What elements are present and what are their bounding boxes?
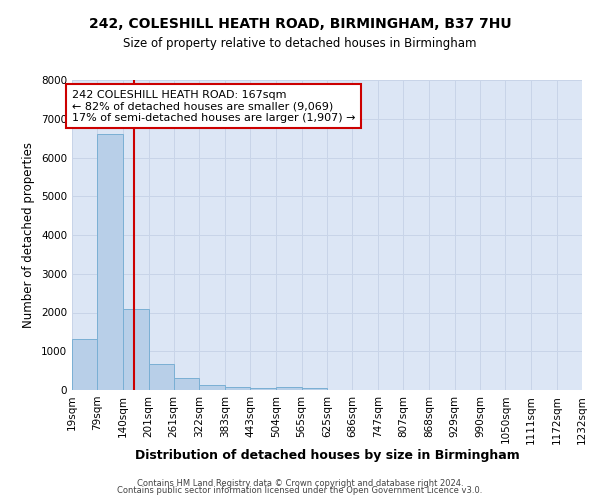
Bar	[149, 364, 174, 390]
Bar	[123, 310, 149, 390]
Bar	[97, 134, 123, 390]
Bar	[302, 388, 327, 390]
Text: Contains HM Land Registry data © Crown copyright and database right 2024.: Contains HM Land Registry data © Crown c…	[137, 478, 463, 488]
Bar	[72, 339, 97, 390]
Text: 242, COLESHILL HEATH ROAD, BIRMINGHAM, B37 7HU: 242, COLESHILL HEATH ROAD, BIRMINGHAM, B…	[89, 18, 511, 32]
Bar	[199, 386, 225, 390]
Y-axis label: Number of detached properties: Number of detached properties	[22, 142, 35, 328]
Text: Size of property relative to detached houses in Birmingham: Size of property relative to detached ho…	[123, 38, 477, 51]
Text: Contains public sector information licensed under the Open Government Licence v3: Contains public sector information licen…	[118, 486, 482, 495]
Bar	[276, 387, 302, 390]
Text: 242 COLESHILL HEATH ROAD: 167sqm
← 82% of detached houses are smaller (9,069)
17: 242 COLESHILL HEATH ROAD: 167sqm ← 82% o…	[72, 90, 355, 123]
Bar	[250, 388, 276, 390]
Bar	[225, 387, 250, 390]
Bar	[174, 378, 199, 390]
X-axis label: Distribution of detached houses by size in Birmingham: Distribution of detached houses by size …	[134, 449, 520, 462]
